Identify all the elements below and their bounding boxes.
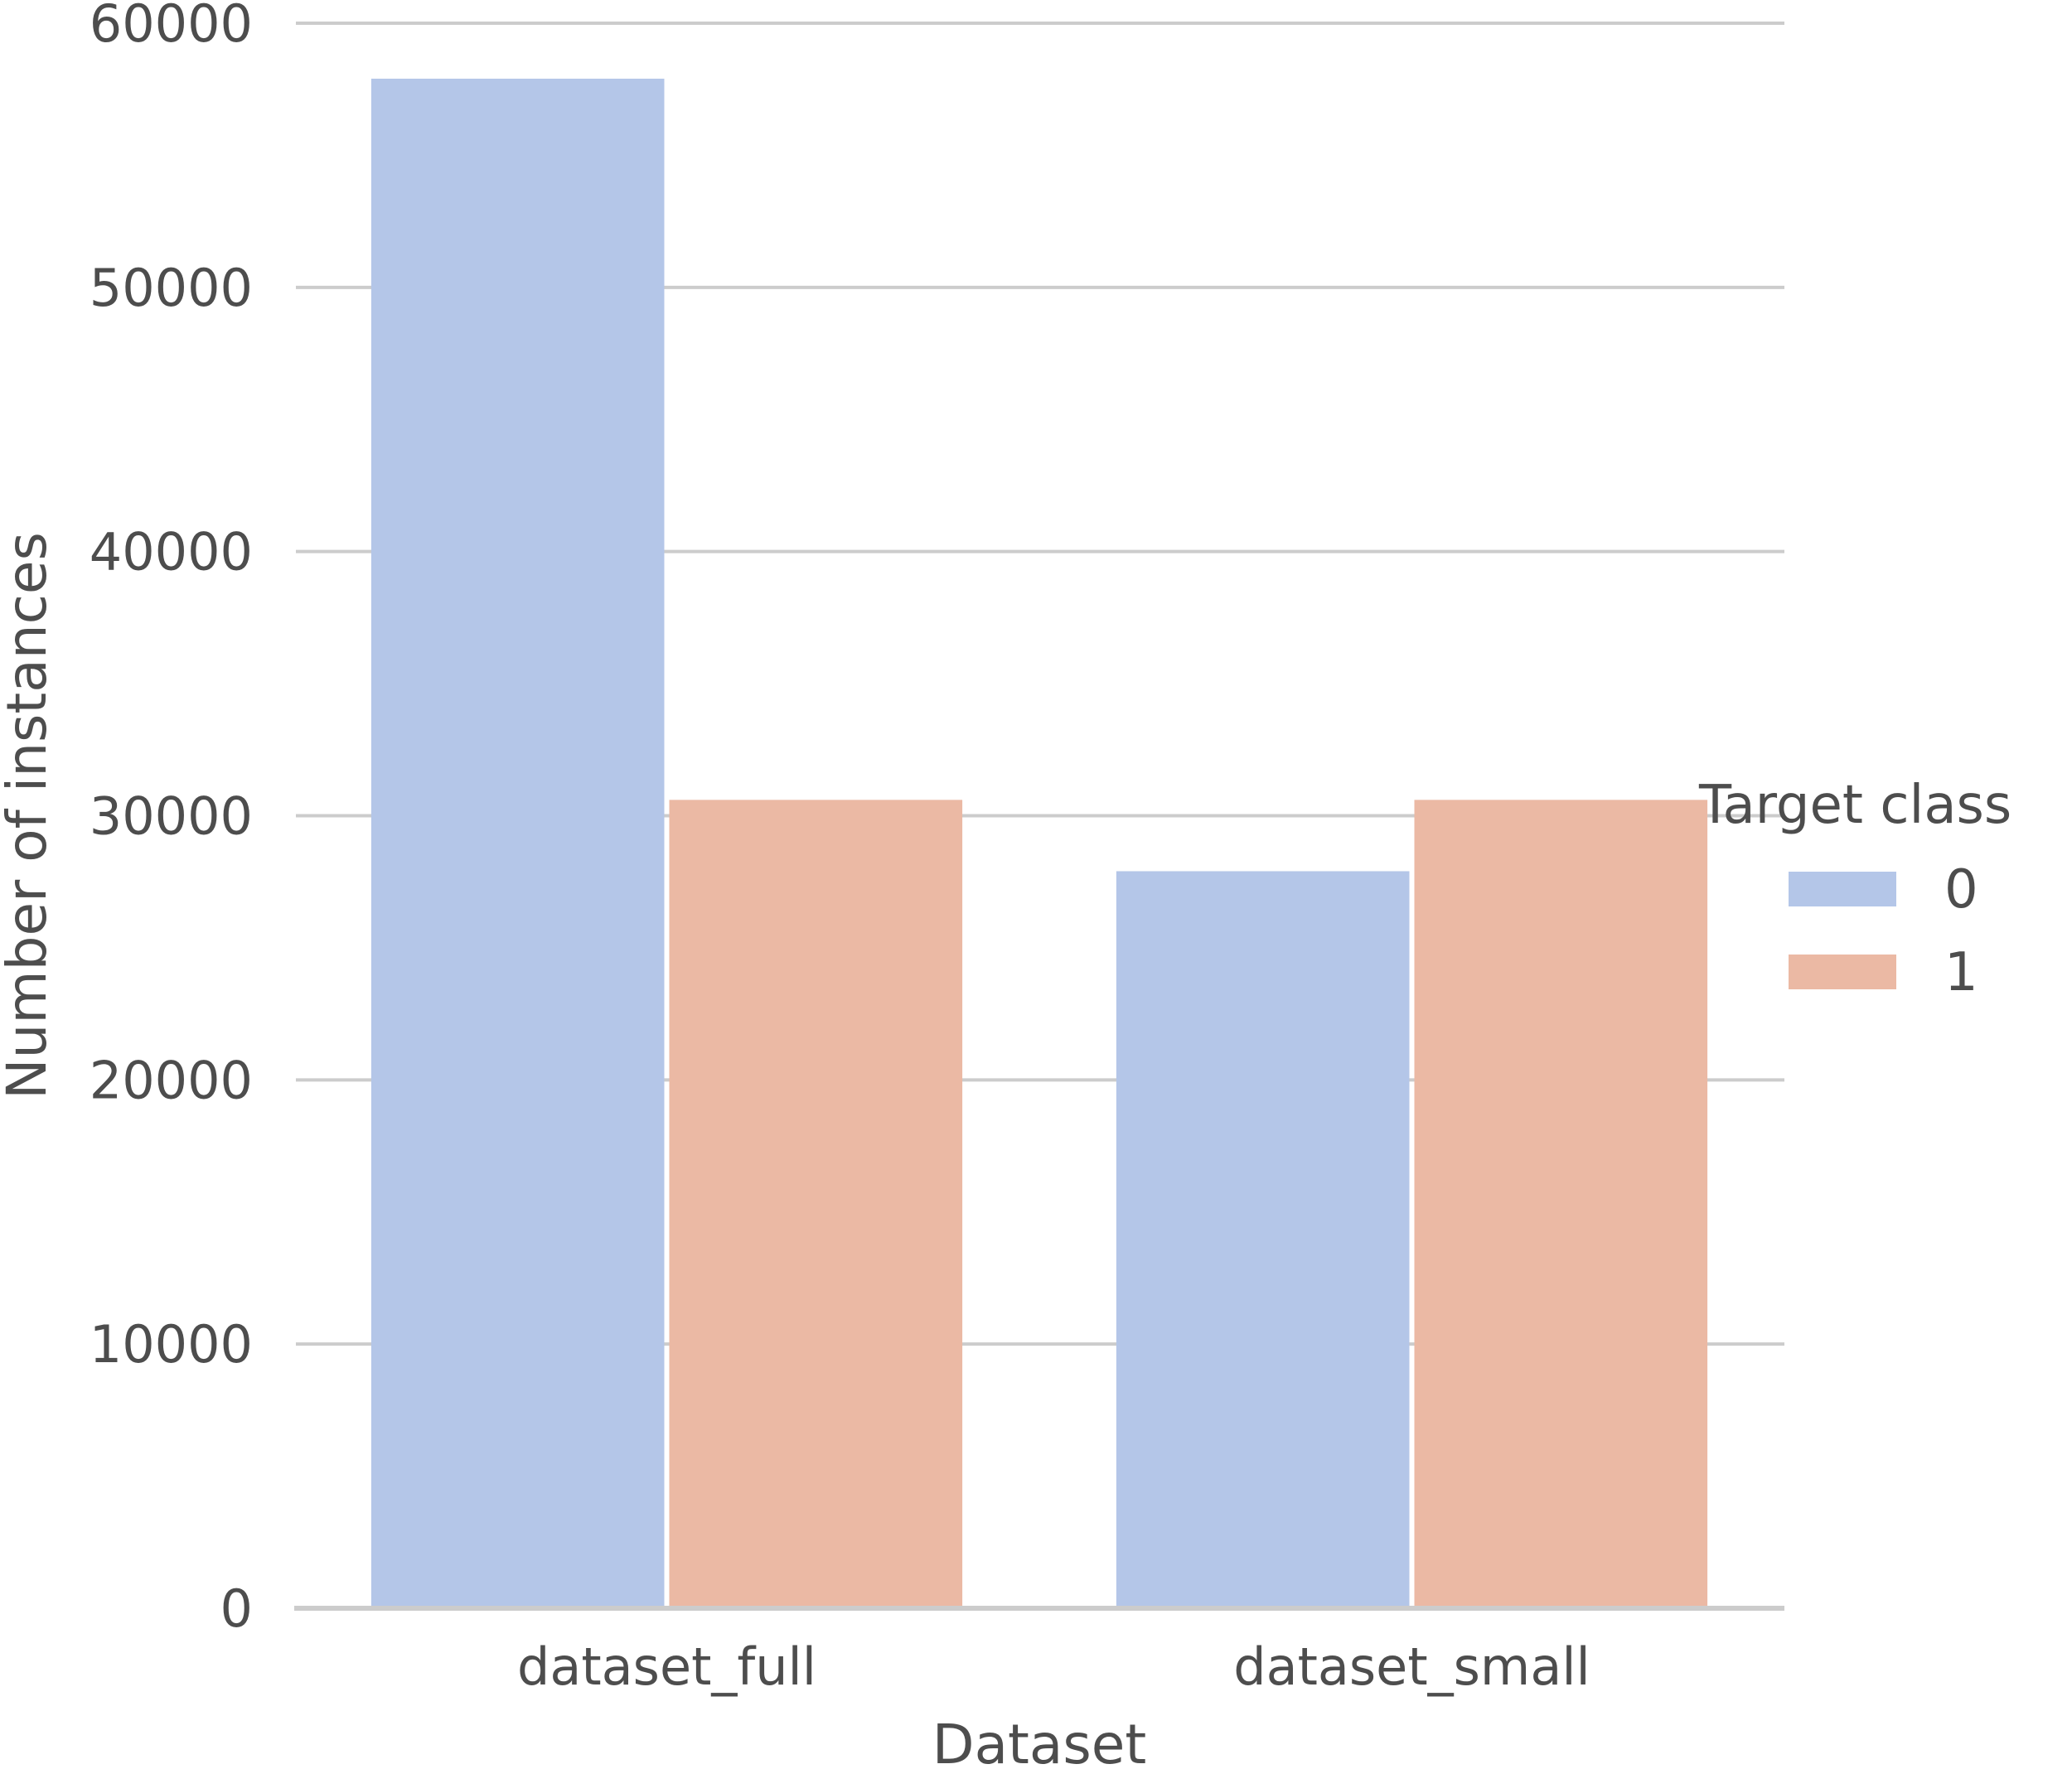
- x-tick-label-dataset_full: dataset_full: [517, 1636, 816, 1697]
- y-tick-labels: 0 10000 20000 30000 40000 50000 60000: [90, 0, 253, 1639]
- x-tick-label-dataset_small: dataset_small: [1233, 1636, 1590, 1697]
- y-tick-label-20000: 20000: [90, 1050, 253, 1110]
- bar-dataset_small-class-1: [1414, 800, 1708, 1608]
- y-tick-label-60000: 60000: [90, 0, 253, 54]
- y-tick-label-40000: 40000: [90, 522, 253, 582]
- y-axis-title: Number of instances: [0, 532, 59, 1100]
- y-tick-label-30000: 30000: [90, 786, 253, 847]
- y-tick-label-10000: 10000: [90, 1314, 253, 1375]
- bar-dataset_full-class-0: [370, 78, 665, 1609]
- legend-label-0: 0: [1944, 859, 1978, 921]
- y-tick-label-50000: 50000: [90, 258, 253, 318]
- x-tick-labels: dataset_full dataset_small: [517, 1636, 1590, 1697]
- legend-swatch-1: [1789, 955, 1896, 989]
- x-axis-title: Dataset: [932, 1713, 1146, 1769]
- bar-dataset_full-class-1: [669, 800, 963, 1608]
- legend: Target class 0 1: [1698, 775, 2011, 1003]
- y-tick-label-0: 0: [220, 1578, 253, 1639]
- bars: [370, 78, 1708, 1609]
- legend-swatch-0: [1789, 872, 1896, 906]
- bar-dataset_small-class-0: [1116, 871, 1410, 1608]
- legend-label-1: 1: [1944, 942, 1978, 1003]
- legend-title: Target class: [1698, 775, 2011, 836]
